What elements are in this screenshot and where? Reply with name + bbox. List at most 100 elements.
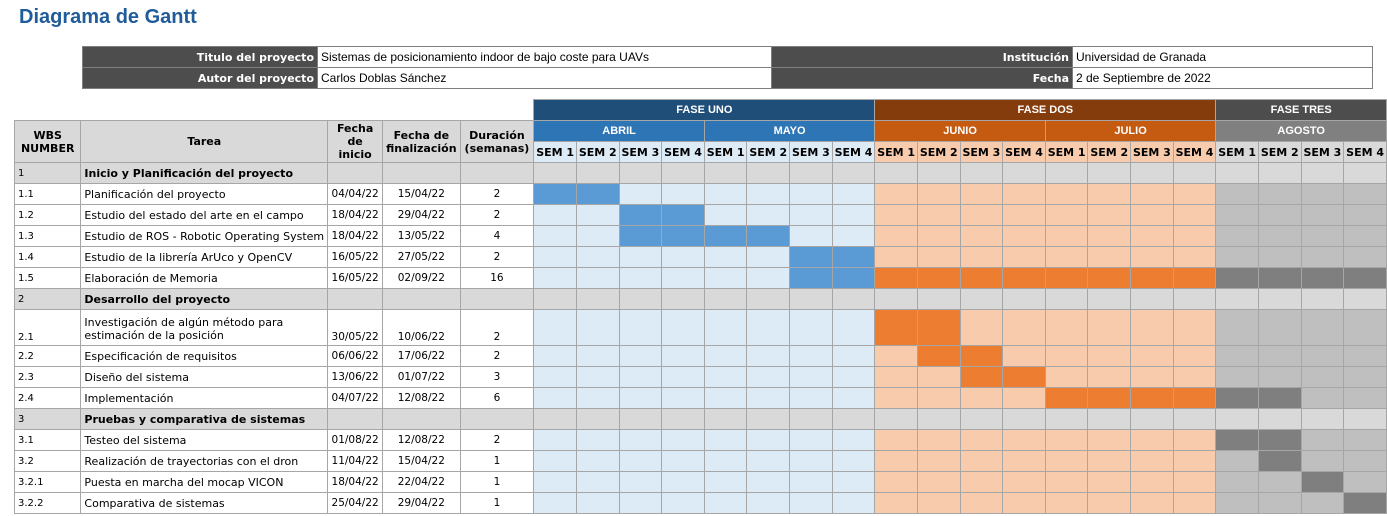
gantt-empty-cell bbox=[874, 387, 918, 409]
gantt-empty-cell bbox=[1343, 366, 1387, 388]
gantt-bar-cell bbox=[661, 225, 705, 247]
gantt-empty-cell bbox=[703, 309, 748, 346]
task-name-text: Testeo del sistema bbox=[84, 433, 187, 447]
task-name-text: Diseño del sistema bbox=[84, 370, 189, 384]
gantt-empty-cell bbox=[1343, 246, 1387, 268]
gantt-empty-cell bbox=[831, 408, 876, 430]
gantt-empty-cell bbox=[831, 450, 876, 472]
gantt-empty-cell bbox=[1087, 246, 1132, 268]
task-name-text: Investigación de algún método para estim… bbox=[84, 315, 284, 342]
gantt-empty-cell bbox=[959, 225, 1004, 247]
gantt-empty-cell bbox=[1300, 387, 1345, 409]
gantt-empty-cell bbox=[1044, 183, 1089, 205]
gantt-empty-cell bbox=[1044, 492, 1089, 514]
end-date bbox=[382, 162, 461, 184]
week-header: SEM 3 bbox=[959, 141, 1004, 163]
gantt-empty-cell bbox=[575, 309, 620, 346]
gantt-empty-cell bbox=[661, 267, 705, 289]
gantt-empty-cell bbox=[959, 492, 1004, 514]
gantt-empty-cell bbox=[1172, 162, 1217, 184]
gantt-bar-cell bbox=[618, 204, 663, 226]
gantt-empty-cell bbox=[1172, 429, 1217, 451]
gantt-empty-cell bbox=[703, 450, 748, 472]
week-header: SEM 2 bbox=[1257, 141, 1302, 163]
gantt-empty-cell bbox=[959, 204, 1004, 226]
task-row: 1.4 Estudio de la librería ArUco y OpenCV… bbox=[13, 246, 1387, 268]
gantt-empty-cell bbox=[618, 429, 663, 451]
gantt-empty-cell bbox=[1130, 246, 1174, 268]
gantt-empty-cell bbox=[789, 162, 833, 184]
gantt-empty-cell bbox=[618, 345, 663, 367]
month-header: JULIO bbox=[1044, 120, 1217, 142]
gantt-bar-cell bbox=[1172, 267, 1217, 289]
gantt-bar-cell bbox=[789, 267, 833, 289]
gantt-empty-cell bbox=[959, 429, 1004, 451]
gantt-empty-cell bbox=[789, 408, 833, 430]
gantt-empty-cell bbox=[874, 204, 918, 226]
gantt-empty-cell bbox=[1215, 492, 1259, 514]
wbs-number: 3.2.1 bbox=[13, 471, 82, 493]
gantt-bar-cell bbox=[1044, 267, 1089, 289]
gantt-empty-cell bbox=[874, 288, 918, 310]
gantt-empty-cell bbox=[1002, 225, 1046, 247]
gantt-empty-cell bbox=[1002, 471, 1046, 493]
gantt-empty-cell bbox=[703, 162, 748, 184]
gantt-empty-cell bbox=[1172, 309, 1217, 346]
gantt-bar-cell bbox=[1257, 387, 1302, 409]
gantt-empty-cell bbox=[618, 408, 663, 430]
gantt-empty-cell bbox=[1044, 162, 1089, 184]
start-date: 04/04/22 bbox=[327, 183, 384, 205]
gantt-empty-cell bbox=[1300, 288, 1345, 310]
task-name-text: Comparativa de sistemas bbox=[84, 496, 225, 510]
task-name-text: Estudio de la librería ArUco y OpenCV bbox=[84, 250, 293, 264]
start-date bbox=[327, 162, 384, 184]
gantt-empty-cell bbox=[916, 204, 961, 226]
gantt-empty-cell bbox=[1300, 450, 1345, 472]
gantt-empty-cell bbox=[831, 183, 876, 205]
gantt-empty-cell bbox=[575, 267, 620, 289]
end-date bbox=[382, 288, 461, 310]
project-title-value: Sistemas de posicionamiento indoor de ba… bbox=[317, 46, 772, 68]
gantt-empty-cell bbox=[1215, 345, 1259, 367]
wbs-number: 2.4 bbox=[13, 387, 82, 409]
gantt-empty-cell bbox=[1002, 204, 1046, 226]
task-header: Tarea bbox=[80, 120, 329, 163]
gantt-empty-cell bbox=[746, 288, 791, 310]
gantt-bar-cell bbox=[1087, 267, 1132, 289]
gantt-empty-cell bbox=[1044, 471, 1089, 493]
gantt-empty-cell bbox=[703, 246, 748, 268]
duration: 1 bbox=[459, 492, 535, 514]
gantt-empty-cell bbox=[831, 345, 876, 367]
start-date: 18/04/22 bbox=[327, 204, 384, 226]
wbs-number: 3 bbox=[13, 408, 82, 430]
week-header: SEM 2 bbox=[575, 141, 620, 163]
end-date: 27/05/22 bbox=[382, 246, 461, 268]
gantt-bar-cell bbox=[618, 225, 663, 247]
gantt-empty-cell bbox=[618, 471, 663, 493]
gantt-bar-cell bbox=[959, 345, 1004, 367]
gantt-empty-cell bbox=[874, 225, 918, 247]
gantt-empty-cell bbox=[831, 366, 876, 388]
start-date bbox=[327, 288, 384, 310]
week-header: SEM 4 bbox=[661, 141, 705, 163]
month-header: JUNIO bbox=[874, 120, 1046, 142]
gantt-empty-cell bbox=[575, 450, 620, 472]
task-row: 1.3 Estudio de ROS - Robotic Operating Sy… bbox=[13, 225, 1387, 247]
task-name-text: Estudio del estado del arte en el campo bbox=[84, 208, 304, 222]
gantt-empty-cell bbox=[1002, 408, 1046, 430]
gantt-bar-cell bbox=[533, 183, 577, 205]
gantt-empty-cell bbox=[1300, 183, 1345, 205]
gantt-empty-cell bbox=[1215, 366, 1259, 388]
task-name: Estudio de ROS - Robotic Operating Syste… bbox=[80, 225, 329, 247]
gantt-empty-cell bbox=[959, 183, 1004, 205]
month-header: MAYO bbox=[703, 120, 876, 142]
gantt-empty-cell bbox=[703, 387, 748, 409]
gantt-empty-cell bbox=[1002, 183, 1046, 205]
start-date-header: Fecha de inicio bbox=[327, 120, 384, 163]
gantt-empty-cell bbox=[1343, 204, 1387, 226]
week-header: SEM 1 bbox=[533, 141, 577, 163]
header-spacer bbox=[14, 99, 534, 121]
gantt-empty-cell bbox=[1172, 288, 1217, 310]
gantt-empty-cell bbox=[1172, 204, 1217, 226]
gantt-empty-cell bbox=[1130, 288, 1174, 310]
